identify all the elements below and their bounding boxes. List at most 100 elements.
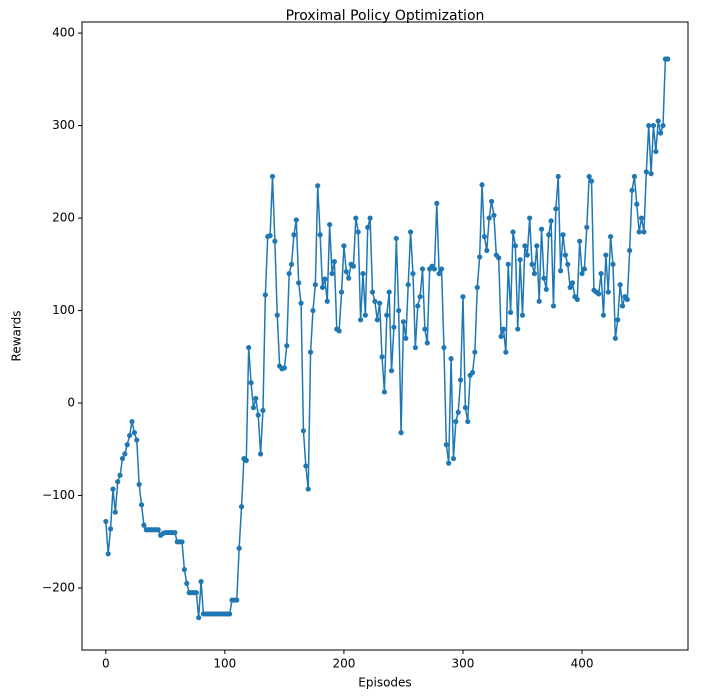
point bbox=[124, 442, 130, 448]
point bbox=[443, 442, 449, 448]
point bbox=[322, 276, 328, 282]
point bbox=[155, 527, 161, 533]
x-tick-label: 400 bbox=[571, 657, 594, 671]
point bbox=[338, 289, 345, 295]
point bbox=[327, 221, 333, 228]
point bbox=[453, 418, 459, 425]
point bbox=[565, 261, 571, 267]
point bbox=[257, 451, 264, 457]
point bbox=[458, 377, 464, 383]
point bbox=[141, 522, 147, 528]
point bbox=[367, 215, 373, 221]
point bbox=[410, 270, 416, 277]
point bbox=[172, 529, 178, 536]
point bbox=[643, 169, 649, 175]
point bbox=[496, 255, 502, 261]
point bbox=[127, 432, 133, 439]
point bbox=[234, 597, 240, 603]
point bbox=[569, 280, 576, 286]
point bbox=[246, 344, 252, 351]
point bbox=[660, 122, 666, 129]
point bbox=[138, 502, 145, 508]
point bbox=[636, 229, 642, 235]
point bbox=[262, 292, 268, 298]
y-tick-label: 400 bbox=[52, 26, 75, 40]
point bbox=[181, 566, 187, 573]
point bbox=[534, 243, 540, 249]
point bbox=[610, 261, 616, 267]
x-tick-label: 100 bbox=[213, 657, 236, 671]
point bbox=[524, 252, 530, 258]
point bbox=[343, 269, 349, 275]
point bbox=[436, 270, 442, 277]
point bbox=[384, 312, 390, 318]
point bbox=[510, 229, 516, 235]
point bbox=[250, 405, 257, 411]
point bbox=[629, 187, 635, 193]
point bbox=[296, 280, 302, 286]
point bbox=[491, 212, 497, 218]
chart-title: Proximal Policy Optimization bbox=[286, 8, 485, 24]
point bbox=[365, 224, 371, 230]
point bbox=[653, 148, 659, 155]
point bbox=[441, 344, 447, 351]
point bbox=[519, 312, 526, 318]
point bbox=[227, 611, 233, 617]
point bbox=[284, 343, 290, 349]
point bbox=[386, 289, 392, 295]
point bbox=[631, 173, 638, 180]
point bbox=[110, 486, 116, 492]
point bbox=[462, 405, 468, 411]
point bbox=[396, 307, 402, 314]
point bbox=[460, 294, 466, 300]
point bbox=[558, 268, 564, 274]
point bbox=[353, 215, 359, 221]
x-axis-label: Episodes bbox=[358, 676, 411, 690]
point bbox=[488, 198, 495, 205]
point bbox=[255, 412, 261, 418]
point bbox=[538, 226, 545, 232]
point bbox=[319, 284, 326, 291]
point bbox=[312, 282, 318, 288]
point bbox=[584, 224, 590, 230]
point bbox=[438, 266, 445, 272]
y-tick-label: −100 bbox=[42, 488, 75, 502]
point bbox=[274, 312, 280, 318]
point bbox=[634, 201, 640, 207]
point bbox=[498, 333, 504, 340]
point bbox=[424, 340, 430, 346]
point bbox=[550, 303, 557, 309]
point bbox=[355, 229, 361, 235]
point bbox=[407, 229, 414, 235]
point bbox=[377, 300, 383, 306]
point bbox=[434, 200, 440, 206]
point bbox=[477, 254, 483, 260]
point bbox=[341, 243, 347, 249]
point bbox=[415, 303, 421, 309]
point bbox=[527, 215, 533, 221]
point bbox=[300, 428, 307, 434]
point bbox=[184, 580, 190, 587]
point bbox=[248, 380, 254, 386]
point bbox=[374, 317, 380, 323]
point bbox=[310, 307, 316, 314]
point bbox=[412, 344, 418, 351]
point bbox=[515, 326, 521, 332]
point bbox=[112, 509, 118, 515]
point bbox=[474, 284, 480, 291]
point bbox=[398, 430, 404, 436]
point bbox=[243, 457, 249, 463]
point bbox=[612, 335, 618, 341]
point bbox=[286, 270, 292, 277]
point bbox=[512, 243, 518, 249]
point bbox=[136, 481, 142, 488]
point bbox=[288, 261, 295, 267]
x-tick-label: 200 bbox=[332, 657, 355, 671]
point bbox=[479, 182, 485, 188]
point bbox=[362, 312, 368, 318]
point bbox=[505, 261, 511, 267]
point bbox=[419, 266, 426, 272]
point bbox=[291, 232, 297, 238]
